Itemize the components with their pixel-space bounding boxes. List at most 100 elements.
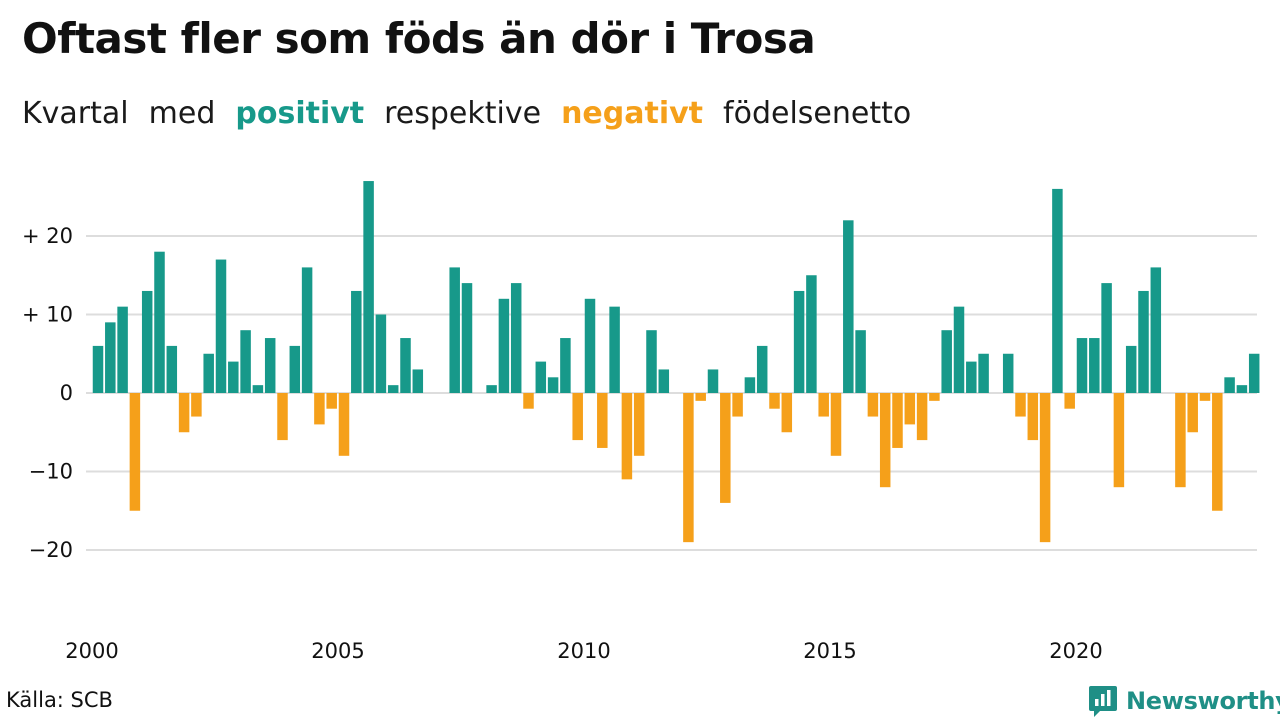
bar — [720, 393, 731, 503]
bar — [375, 314, 387, 393]
bar — [1175, 393, 1186, 488]
x-tick-label: 2005 — [311, 639, 364, 663]
bar — [412, 369, 424, 393]
bar — [117, 306, 128, 393]
bar — [1027, 393, 1039, 441]
bar — [978, 353, 989, 393]
bar — [154, 251, 165, 393]
subtitle-word-fodelsenetto: födelsenetto — [723, 96, 912, 131]
bar — [646, 330, 657, 393]
bar — [597, 393, 608, 448]
x-tick-label: 2015 — [803, 639, 856, 663]
bar — [461, 283, 473, 393]
bar — [584, 298, 596, 393]
bar — [191, 393, 202, 417]
x-tick-label: 2020 — [1049, 639, 1102, 663]
source-note: Källa: SCB — [6, 688, 113, 712]
bar — [560, 338, 571, 393]
bar — [510, 283, 522, 393]
bar — [867, 393, 879, 417]
subtitle-word-respektive: respektive — [384, 96, 542, 131]
newsworthy-logo-icon — [1089, 686, 1117, 717]
bar — [301, 267, 313, 393]
bar — [756, 345, 768, 393]
bar — [1039, 393, 1051, 543]
bar — [892, 393, 903, 448]
bar — [1064, 393, 1075, 409]
bar — [400, 338, 411, 393]
bar — [215, 259, 227, 393]
bar — [843, 220, 854, 393]
x-tick-label: 2000 — [65, 639, 118, 663]
bar — [240, 330, 251, 393]
x-tick-label: 2010 — [557, 639, 610, 663]
bar — [1052, 188, 1063, 393]
bar — [695, 393, 706, 401]
bar — [228, 361, 239, 393]
bar — [141, 290, 153, 393]
bar — [879, 393, 891, 488]
bar — [781, 393, 793, 433]
bar — [683, 393, 694, 543]
bar — [1015, 393, 1026, 417]
bar — [707, 369, 719, 393]
subtitle-negative-label: negativt — [561, 96, 704, 131]
bar — [449, 267, 460, 393]
bar — [769, 393, 780, 409]
bar — [1125, 345, 1137, 393]
bar — [818, 393, 829, 417]
bar — [1236, 385, 1248, 393]
bar — [486, 385, 497, 393]
y-tick-label: + 20 — [22, 224, 73, 248]
bar — [1199, 393, 1211, 401]
bar — [609, 306, 620, 393]
bar — [387, 385, 399, 393]
bar — [941, 330, 952, 393]
bar — [658, 369, 670, 393]
bar — [535, 361, 547, 393]
bar — [351, 290, 362, 393]
bar — [1113, 393, 1125, 488]
y-tick-label: −10 — [29, 460, 73, 484]
bar — [1101, 283, 1112, 393]
bar — [830, 393, 842, 456]
y-tick-label: + 10 — [22, 303, 73, 327]
y-tick-label: 0 — [60, 381, 73, 405]
bar — [744, 377, 756, 393]
bar — [966, 361, 977, 393]
bar — [547, 377, 559, 393]
y-axis-tick-labels: + 20 + 10 0 −10 −20 — [22, 224, 73, 562]
y-tick-label: −20 — [29, 538, 73, 562]
bar — [252, 385, 264, 393]
bar — [338, 393, 350, 456]
bar — [1212, 393, 1223, 511]
bar — [572, 393, 583, 441]
bar — [1150, 267, 1162, 393]
bar — [904, 393, 916, 425]
bar — [105, 322, 116, 393]
bar — [203, 353, 214, 393]
bar — [264, 338, 276, 393]
bar — [929, 393, 940, 401]
bar — [806, 275, 817, 393]
brand-logo[interactable]: Newsworthy — [1088, 684, 1280, 718]
bar — [363, 181, 374, 393]
bar — [633, 393, 645, 456]
bar — [916, 393, 928, 441]
subtitle-positive-label: positivt — [235, 96, 365, 131]
bar — [1002, 353, 1014, 393]
bar — [855, 330, 866, 393]
bar — [178, 393, 190, 433]
bar — [289, 345, 301, 393]
bar — [523, 393, 534, 409]
bar — [793, 290, 805, 393]
subtitle-word-med: med — [148, 96, 216, 131]
bar — [953, 306, 965, 393]
bar — [314, 393, 325, 425]
chart-subtitle: Kvartal med positivt respektive negativt föde… — [22, 96, 911, 131]
bar — [1138, 290, 1149, 393]
bar — [498, 298, 510, 393]
bar — [1224, 377, 1235, 393]
bar — [129, 393, 141, 511]
bar — [1076, 338, 1088, 393]
